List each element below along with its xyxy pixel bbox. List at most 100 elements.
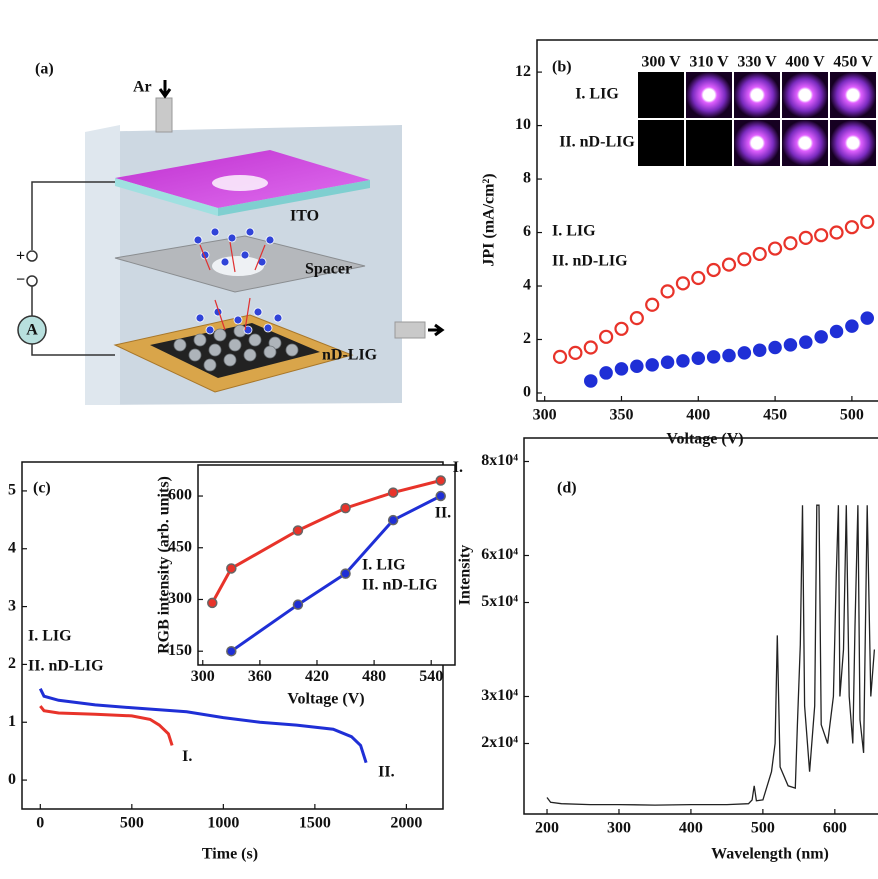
discharge-spot	[212, 175, 268, 191]
axes-frame	[197, 464, 456, 666]
data-point	[226, 645, 237, 657]
lig-particles	[173, 324, 299, 372]
data-point	[292, 525, 304, 536]
x-axis-label: Voltage (V)	[666, 431, 743, 448]
x-tick-label: 500	[840, 406, 864, 423]
data-point	[767, 241, 783, 256]
image-column-label: 450 V	[833, 54, 873, 71]
data-point	[435, 490, 446, 502]
data-point	[599, 329, 614, 344]
data-point	[860, 214, 875, 229]
inset-background	[198, 465, 455, 665]
series-line	[546, 504, 876, 806]
layer-label: nD-LIG	[322, 347, 378, 364]
legend-label: II. nD-LIG	[28, 658, 104, 675]
y-axis-label: RGB intensity (arb. units)	[156, 476, 173, 654]
image-row-label: II. nD-LIG	[559, 134, 635, 151]
data-point	[706, 350, 721, 364]
data-point	[706, 262, 721, 278]
glow-image	[686, 120, 732, 166]
y-tick-label: 3x10⁴	[481, 687, 518, 704]
data-point	[860, 311, 874, 325]
data-point	[722, 348, 736, 363]
y-tick-label: 6x10⁴	[481, 546, 518, 563]
y-tick-label: 12	[515, 63, 531, 80]
y-axis-label: JPI (mA/cm²)	[481, 173, 498, 266]
legend-label: I. LIG	[552, 223, 596, 240]
panel-label: (b)	[552, 59, 572, 76]
electron-paths	[199, 241, 266, 331]
series-line	[38, 688, 368, 764]
y-tick-label: 3	[8, 597, 16, 614]
image-column-label: 400 V	[785, 54, 825, 71]
data-point	[721, 257, 737, 272]
data-point	[568, 345, 583, 360]
data-point	[691, 351, 706, 365]
x-axis-label: Wavelength (nm)	[711, 846, 829, 863]
y-tick-label: 4	[523, 277, 531, 294]
gas-outlet	[394, 321, 426, 339]
data-point	[629, 311, 644, 326]
y-tick-label: 6	[523, 223, 531, 240]
data-point	[814, 228, 829, 243]
data-point	[340, 502, 351, 514]
image-row-label: I. LIG	[575, 86, 619, 103]
y-tick-label: 600	[168, 487, 192, 504]
series-end-label: II.	[435, 505, 451, 522]
x-tick-label: 1500	[299, 814, 331, 831]
chamber-side	[85, 125, 120, 405]
series-end-label: I.	[182, 748, 192, 765]
series-line	[210, 479, 442, 604]
glow-image	[638, 72, 684, 118]
y-tick-label: 5x10⁴	[481, 593, 518, 610]
gas-inlet	[155, 97, 173, 133]
plus-label: +	[16, 248, 25, 265]
axes-frame	[523, 437, 878, 815]
axes-frame	[21, 461, 444, 810]
data-point	[814, 330, 828, 344]
data-point	[752, 246, 767, 262]
ammeter	[17, 315, 47, 345]
data-point	[783, 236, 798, 251]
x-tick-label: 0	[36, 814, 44, 831]
glow-image	[782, 72, 828, 118]
data-point	[845, 319, 859, 333]
y-tick-label: 10	[515, 116, 531, 133]
x-tick-label: 2000	[390, 814, 422, 831]
ammeter-label: A	[26, 322, 38, 339]
data-point	[645, 297, 660, 312]
data-point	[552, 349, 568, 364]
glow-image	[686, 72, 732, 118]
x-tick-label: 1000	[207, 814, 239, 831]
panel-label: (d)	[557, 480, 577, 497]
panel-label: (c)	[33, 480, 51, 497]
ito-edge	[218, 180, 370, 216]
data-point	[752, 343, 767, 357]
legend-label: II. nD-LIG	[552, 253, 628, 270]
data-point	[768, 340, 782, 355]
x-tick-label: 400	[686, 406, 710, 423]
electrons	[193, 227, 283, 335]
data-point	[435, 475, 446, 486]
data-point	[614, 321, 629, 336]
data-point	[292, 599, 304, 610]
x-tick-label: 360	[248, 668, 272, 685]
terminal	[26, 250, 38, 262]
outlet-arrow	[428, 323, 445, 337]
y-tick-label: 2	[8, 655, 16, 672]
x-tick-label: 300	[607, 819, 631, 836]
y-tick-label: 300	[168, 590, 192, 607]
glow-image	[830, 120, 876, 166]
y-tick-label: 5	[8, 482, 16, 499]
layer-label: Spacer	[305, 261, 352, 278]
data-point	[798, 230, 813, 245]
data-point	[630, 359, 644, 373]
image-column-label: 300 V	[641, 54, 681, 71]
legend-label: II. nD-LIG	[362, 577, 438, 594]
y-tick-label: 2x10⁴	[481, 734, 518, 751]
data-point	[660, 284, 675, 299]
x-tick-label: 420	[305, 668, 329, 685]
data-point	[614, 362, 629, 376]
data-point	[584, 374, 598, 388]
ito-edge	[115, 178, 218, 216]
